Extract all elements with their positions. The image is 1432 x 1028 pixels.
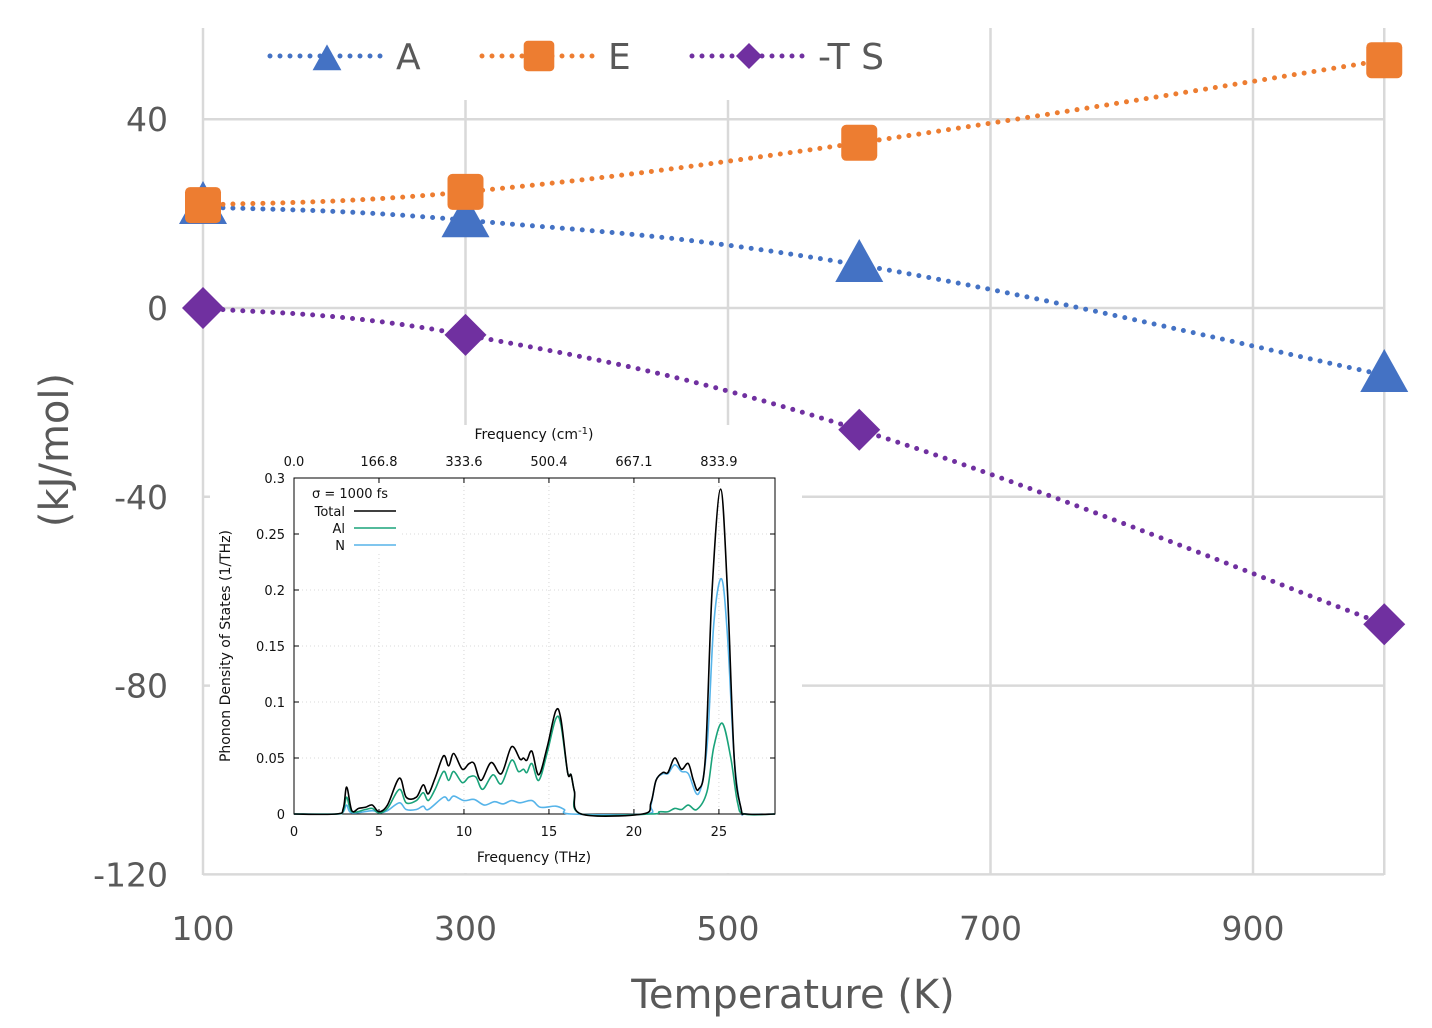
x-tick-label: 100 <box>172 909 235 948</box>
inset-y-tick-label: 0.1 <box>264 696 285 711</box>
x-tick-label: 300 <box>434 909 497 948</box>
x-tick-label: 700 <box>959 909 1022 948</box>
inset-x2-tick-label: 500.4 <box>530 455 567 470</box>
inset-legend-label: N <box>335 539 345 554</box>
y-tick-label: -80 <box>114 667 168 706</box>
legend-background <box>240 28 900 98</box>
inset-x-tick-label: 0 <box>290 825 298 840</box>
main-series <box>179 42 1409 646</box>
inset-legend-label: Total <box>314 505 345 520</box>
square-marker <box>447 173 484 210</box>
x-tick-label: 900 <box>1222 909 1285 948</box>
inset-y-tick-label: 0.2 <box>264 584 285 599</box>
y-axis-title: (kJ/mol) <box>32 373 78 527</box>
square-marker <box>185 187 221 224</box>
square-marker <box>1366 42 1403 79</box>
x-axis-title: Temperature (K) <box>630 972 955 1018</box>
legend-label: -T S <box>818 37 884 78</box>
square-marker <box>523 40 555 72</box>
inset-x-tick-label: 5 <box>375 825 383 840</box>
dos-curve-Al <box>293 715 776 817</box>
inset-y-tick-label: 0.15 <box>256 640 285 655</box>
y-tick-label: -120 <box>93 855 168 894</box>
y-tick-label: 0 <box>147 289 168 328</box>
dos-curve-Total <box>293 488 776 817</box>
legend-label: E <box>608 37 631 78</box>
inset-x2-tick-label: 166.8 <box>360 455 397 470</box>
inset-legend-background <box>300 484 400 554</box>
inset-y-axis-title: Phonon Density of States (1/THz) <box>218 530 234 762</box>
legend-label: A <box>396 37 421 78</box>
series-line-E <box>200 57 1387 208</box>
inset-y-tick-label: 0 <box>277 808 285 823</box>
inset-x2-tick-label: 333.6 <box>445 455 482 470</box>
inset-background <box>210 425 802 873</box>
inset-x-axis-title: Frequency (THz) <box>477 850 591 866</box>
triangle-marker <box>441 194 490 238</box>
inset-y-tick-label: 0.05 <box>256 752 285 767</box>
inset-x2-tick-label: 833.9 <box>700 455 737 470</box>
inset-x-tick-label: 20 <box>626 825 643 840</box>
inset-dos-chart: 00.05166.810333.615500.420667.125833.900… <box>210 425 802 873</box>
triangle-marker <box>835 239 884 283</box>
inset-x-tick-label: 10 <box>456 825 473 840</box>
diamond-marker <box>1363 603 1406 646</box>
inset-x-tick-label: 25 <box>711 825 728 840</box>
inset-x2-tick-label: 667.1 <box>615 455 652 470</box>
inset-frame <box>293 477 776 815</box>
inset-x2-tick-label: 0.0 <box>284 455 305 470</box>
inset-x-tick-label: 15 <box>541 825 558 840</box>
y-tick-label: 40 <box>126 100 168 139</box>
triangle-marker <box>1360 349 1409 393</box>
inset-x2-axis-title: Frequency (cm-1) <box>474 426 593 443</box>
triangle-marker <box>312 44 342 71</box>
square-marker <box>841 124 878 161</box>
inset-y-tick-label: 0.25 <box>256 528 285 543</box>
inset-legend-label: Al <box>332 522 345 537</box>
diamond-marker <box>444 313 487 356</box>
dos-curve-N <box>293 577 776 816</box>
y-tick-label: -40 <box>114 478 168 517</box>
series-line-A <box>200 204 1387 378</box>
inset-y-tick-label: 0.3 <box>264 472 285 487</box>
diamond-marker <box>838 408 881 451</box>
series-line--T S <box>200 305 1387 627</box>
diamond-marker <box>735 42 763 70</box>
legend: A E -T S <box>240 28 900 98</box>
diamond-marker <box>182 287 224 329</box>
x-tick-label: 500 <box>697 909 760 948</box>
inset-legend-title: σ = 1000 fs <box>312 487 388 502</box>
